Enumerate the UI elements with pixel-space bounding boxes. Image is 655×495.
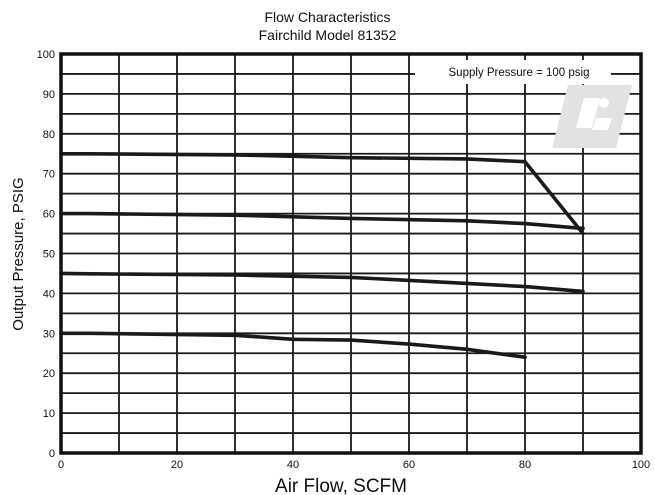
series-lines: [59, 152, 585, 360]
series-line-3: [59, 271, 585, 294]
supply-pressure-annotation: Supply Pressure = 100 psig: [449, 67, 590, 79]
y-tick-label: 20: [43, 368, 55, 380]
y-tick-label: 10: [43, 408, 55, 420]
x-tick-label: 20: [171, 459, 183, 471]
series-line-4: [59, 331, 527, 360]
y-tick-label: 90: [43, 89, 55, 101]
plot-border: [59, 52, 643, 455]
y-axis-label: Output Pressure, PSIG: [10, 177, 27, 330]
x-tick-label: 0: [58, 459, 64, 471]
y-tick-label: 50: [43, 249, 55, 261]
plot-frame: [59, 52, 643, 455]
chart-subtitle: Fairchild Model 81352: [258, 27, 397, 43]
x-tick-label: 100: [632, 459, 650, 471]
y-tick-label: 80: [43, 129, 55, 141]
y-tick-label: 40: [43, 288, 55, 300]
y-tick-label: 0: [49, 448, 55, 460]
x-tick-label: 60: [403, 459, 415, 471]
x-tick-label: 80: [519, 459, 531, 471]
x-axis-label: Air Flow, SCFM: [275, 476, 407, 495]
y-tick-label: 30: [43, 328, 55, 340]
y-tick-label: 60: [43, 209, 55, 221]
supply-pressure-annotation-box: Supply Pressure = 100 psig: [415, 60, 611, 84]
y-tick-label: 100: [37, 49, 55, 61]
fairchild-logo-watermark: [552, 85, 632, 148]
x-tick-label: 40: [287, 459, 299, 471]
y-tick-label: 70: [43, 169, 55, 181]
series-line-1: [59, 152, 585, 236]
grid: [61, 54, 641, 453]
chart-title: Flow Characteristics: [264, 9, 391, 25]
series-line-2: [59, 211, 585, 231]
tick-labels: 0 20 40 60 80 100 0 10 20 30 40 50 60 70 80 90 100: [37, 49, 651, 471]
